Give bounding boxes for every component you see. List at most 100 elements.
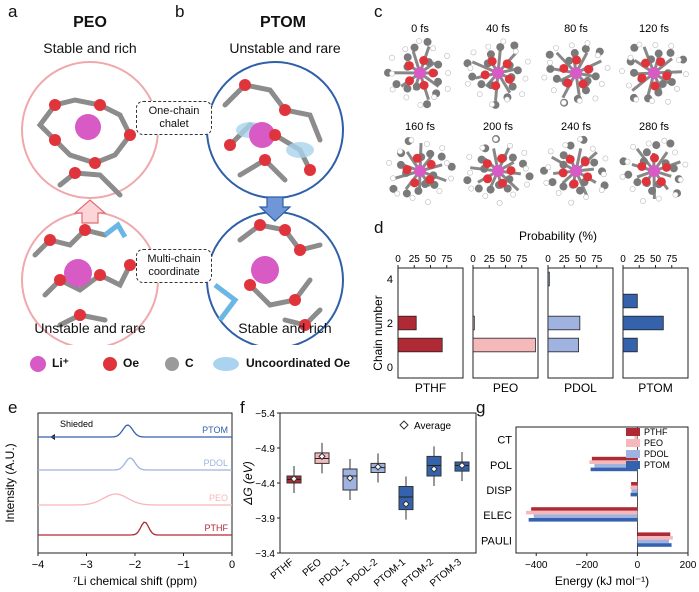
carbon-atom bbox=[576, 186, 585, 195]
peo-bottom-caption: Unstable and rare bbox=[34, 320, 146, 336]
hydrogen-atom bbox=[521, 149, 528, 156]
chart-g-bar-peo bbox=[589, 460, 638, 464]
ptom-top-caption: Unstable and rare bbox=[229, 40, 341, 56]
hydrogen-atom bbox=[655, 195, 662, 202]
chart-g-legend-swatch bbox=[626, 439, 640, 447]
lithium-atom bbox=[492, 67, 504, 79]
chart-e-series-label: PTOM bbox=[202, 425, 228, 435]
hydrogen-atom bbox=[672, 149, 678, 156]
oxygen-atom bbox=[487, 56, 497, 66]
panel-label-a: a bbox=[8, 2, 18, 21]
chart-d-bar-pthf bbox=[397, 315, 417, 331]
panel-label-g: g bbox=[476, 398, 486, 417]
hydrogen-atom bbox=[649, 98, 655, 104]
hydrogen-atom bbox=[640, 198, 646, 204]
panel-label-f: f bbox=[240, 398, 245, 417]
snapshot-time-label: 160 fs bbox=[405, 121, 435, 133]
oxygen-atom bbox=[637, 73, 647, 83]
carbon-atom bbox=[581, 86, 590, 95]
multi-chain-label: Multi-chain coordinate bbox=[136, 249, 212, 283]
oxygen-atom bbox=[480, 70, 490, 80]
carbon-atom bbox=[633, 178, 642, 187]
chart-e-series-label: PTHF bbox=[205, 523, 229, 533]
carbon-atom bbox=[410, 43, 419, 52]
chart-d-series-label: PTHF bbox=[415, 381, 446, 395]
hydrogen-atom bbox=[510, 191, 517, 198]
chart-f-mean-marker bbox=[458, 461, 466, 470]
chart-e-xtick: −3 bbox=[80, 559, 93, 571]
lithium-atom bbox=[570, 165, 582, 177]
hydrogen-atom bbox=[682, 161, 689, 168]
carbon-atom bbox=[666, 48, 675, 57]
hydrogen-atom bbox=[496, 200, 503, 206]
lithium-atom bbox=[570, 67, 582, 79]
snapshot-time-label: 80 fs bbox=[564, 23, 588, 35]
chart-g-bar-pdol bbox=[637, 539, 670, 544]
chart-e-series-label: PDOL bbox=[203, 458, 228, 468]
snapshot-time-label: 120 fs bbox=[639, 23, 669, 35]
carbon-atom bbox=[434, 77, 443, 86]
chart-g-ytick: PAULI bbox=[481, 535, 512, 547]
carbon-atom bbox=[402, 189, 411, 198]
down-arrow bbox=[258, 196, 292, 222]
snapshot-time-label: 0 fs bbox=[411, 23, 429, 35]
hydrogen-atom bbox=[547, 59, 553, 66]
carbon-atom bbox=[559, 151, 568, 160]
carbon-atom bbox=[508, 82, 517, 91]
hydrogen-atom bbox=[468, 185, 475, 192]
lithium-atom bbox=[414, 165, 426, 177]
hydrogen-atom bbox=[403, 94, 410, 101]
carbon-atom bbox=[423, 37, 432, 46]
hydrogen-atom bbox=[547, 148, 554, 155]
hydrogen-atom bbox=[584, 40, 591, 47]
carbon-atom bbox=[658, 79, 667, 88]
chart-f-legend-marker bbox=[399, 420, 409, 430]
chart-d-bar-pdol bbox=[547, 337, 579, 353]
chart-d-ytick: 0 bbox=[387, 362, 393, 374]
carbon-atom bbox=[437, 152, 446, 161]
carbon-atom bbox=[505, 175, 514, 184]
peo-top-atoms bbox=[49, 99, 136, 179]
oxygen-atom bbox=[405, 76, 415, 86]
hydrogen-atom bbox=[485, 43, 492, 50]
chart-e-line-peo bbox=[38, 493, 232, 506]
hydrogen-atom bbox=[466, 153, 473, 160]
oxygen-atom bbox=[583, 172, 593, 182]
panel-label-e: e bbox=[8, 398, 18, 417]
hydrogen-atom bbox=[543, 180, 550, 186]
oxygen-atom bbox=[404, 61, 414, 71]
carbon-atom bbox=[652, 141, 661, 150]
carbon-atom bbox=[642, 148, 651, 157]
oxygen-atom bbox=[497, 154, 507, 164]
chart-d-xtick: 25 bbox=[409, 254, 421, 265]
hydrogen-atom bbox=[388, 54, 395, 61]
carbon-atom bbox=[570, 49, 579, 58]
carbon-atom bbox=[403, 84, 412, 93]
chart-g-bar-peo bbox=[637, 536, 673, 540]
oe-legend-label: Oe bbox=[123, 356, 140, 370]
oe-legend-dot bbox=[103, 357, 117, 371]
lithium-atom bbox=[492, 165, 504, 177]
carbon-atom bbox=[508, 153, 517, 162]
hydrogen-atom bbox=[389, 70, 395, 77]
oxygen-atom bbox=[428, 68, 438, 78]
hydrogen-atom bbox=[470, 49, 477, 56]
carbon-atom bbox=[552, 74, 561, 83]
oxygen-atom bbox=[491, 81, 501, 91]
hydrogen-atom bbox=[672, 191, 679, 198]
carbon-atom bbox=[591, 72, 600, 81]
chart-d-bar-ptom bbox=[622, 337, 638, 353]
chart-e-series-label: PEO bbox=[209, 493, 228, 503]
snapshot-molecule bbox=[541, 40, 611, 107]
hydrogen-atom bbox=[519, 91, 525, 98]
hydrogen-atom bbox=[619, 68, 625, 75]
carbon-atom bbox=[566, 141, 575, 150]
hydrogen-atom bbox=[594, 52, 601, 59]
hydrogen-atom bbox=[402, 46, 409, 53]
oxygen-atom bbox=[502, 59, 512, 69]
hydrogen-atom bbox=[445, 70, 451, 76]
oxygen-atom bbox=[410, 178, 420, 188]
chart-f-mean-marker bbox=[374, 463, 382, 471]
snapshot-time-label: 200 fs bbox=[483, 121, 513, 133]
panel-label-b: b bbox=[175, 2, 185, 21]
